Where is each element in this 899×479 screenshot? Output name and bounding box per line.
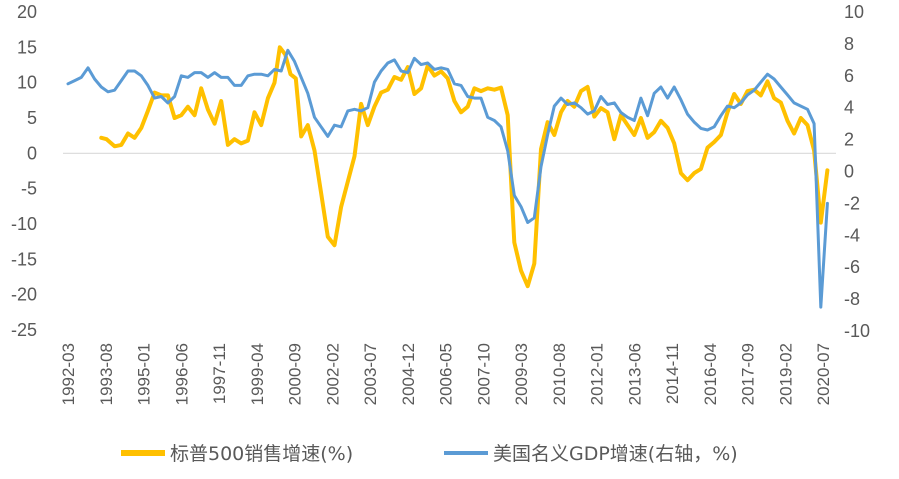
legend: 标普500销售增速(%) 美国名义GDP增速(右轴，%) [121,443,738,465]
y-left-tick-label: 0 [27,143,37,163]
series-line-sp500-sales [99,45,830,289]
y-left-tick-label: -15 [11,249,37,269]
x-tick-label: 1999-04 [248,343,267,405]
x-tick-label: 2010-08 [550,343,569,405]
series-layer [66,45,830,309]
y-right-tick-label: 10 [844,2,864,22]
y-right-tick-label: -4 [844,225,860,245]
x-tick-label: 2019-02 [776,343,795,405]
x-tick-label: 2007-10 [474,343,493,405]
x-tick-label: 2009-03 [512,343,531,405]
right-axis: 10 8 6 4 2 0 -2 -4 -6 -8 -10 [844,2,870,341]
y-left-tick-label: 15 [17,37,37,57]
x-tick-label: 1997-11 [210,343,229,404]
y-left-tick-label: -10 [11,214,37,234]
x-tick-label: 2020-07 [814,343,833,405]
y-left-tick-label: 20 [17,2,37,22]
x-tick-label: 2017-09 [739,343,758,405]
y-right-tick-label: 0 [844,162,854,182]
x-tick-label: 2004-12 [399,343,418,405]
x-axis: 1992-03 1993-08 1995-01 1996-06 1997-11 1999-… [59,343,833,405]
x-tick-label: 2002-02 [323,343,342,405]
legend-label: 标普500销售增速(%) [170,443,353,465]
y-right-tick-label: -8 [844,289,860,309]
y-right-tick-label: 6 [844,66,854,86]
y-left-tick-label: -25 [11,320,37,340]
left-axis: 20 15 10 5 0 -5 -10 -15 -20 -25 [11,2,37,340]
x-tick-label: 2003-07 [361,343,380,405]
x-tick-label: 2012-01 [588,343,607,405]
y-left-tick-label: 10 [17,73,37,93]
x-tick-label: 2014-11 [663,343,682,404]
x-tick-label: 1993-08 [97,343,116,405]
x-tick-label: 1995-01 [135,343,154,405]
y-left-tick-label: -5 [21,179,37,199]
x-tick-label: 2006-05 [437,343,456,405]
y-right-tick-label: -2 [844,193,860,213]
y-right-tick-label: 8 [844,34,854,54]
x-tick-label: 2016-04 [701,343,720,405]
x-tick-label: 1996-06 [172,343,191,405]
series-line-us-nominal-gdp [66,48,829,309]
x-tick-label: 1992-03 [59,343,78,405]
y-right-tick-label: -6 [844,257,860,277]
y-right-tick-label: 2 [844,130,854,150]
legend-label: 美国名义GDP增速(右轴，%) [493,443,738,465]
y-left-tick-label: 5 [27,108,37,128]
y-right-tick-label: -10 [844,321,870,341]
y-left-tick-label: -20 [11,285,37,305]
y-right-tick-label: 4 [844,98,854,118]
x-tick-label: 2013-06 [625,343,644,405]
x-tick-label: 2000-09 [286,343,305,405]
